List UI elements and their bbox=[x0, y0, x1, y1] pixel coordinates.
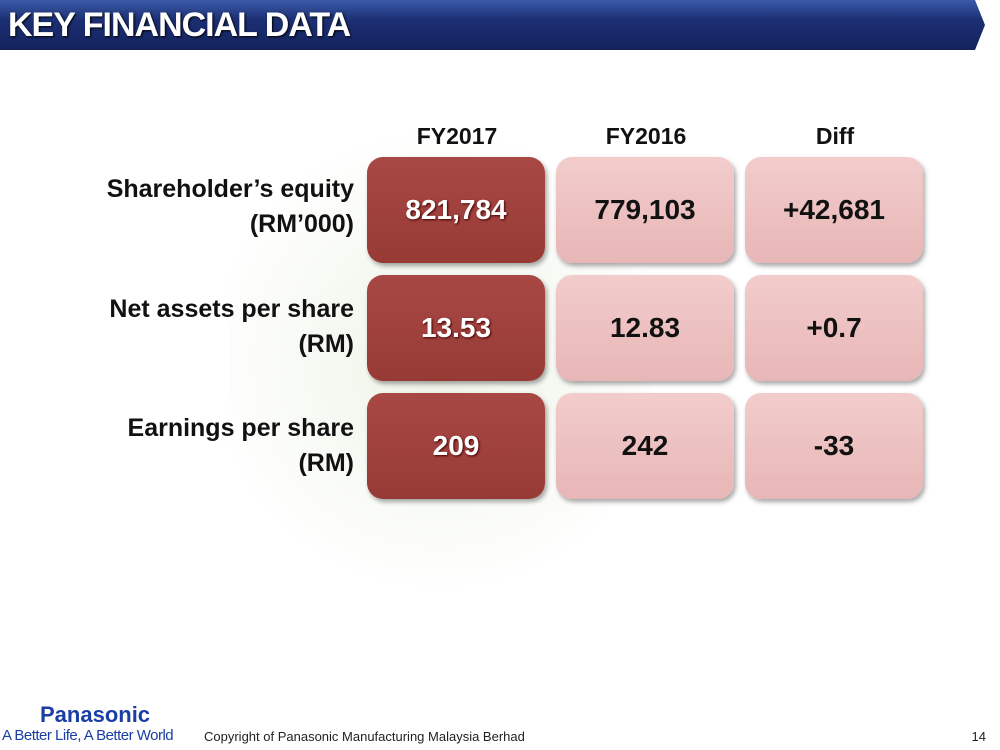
value-cell: 779,103 bbox=[556, 157, 734, 263]
value-cell: 12.83 bbox=[556, 275, 734, 381]
slide-title: KEY FINANCIAL DATA bbox=[8, 6, 351, 44]
value-cell: 13.53 bbox=[367, 275, 545, 381]
value-cell: 209 bbox=[367, 393, 545, 499]
tagline: A Better Life, A Better World bbox=[2, 727, 174, 744]
value-cell: +0.7 bbox=[745, 275, 923, 381]
panasonic-logo: Panasonic bbox=[40, 702, 151, 727]
row-label-equity: Shareholder’s equity (RM’000) bbox=[106, 175, 354, 238]
title-banner: KEY FINANCIAL DATA bbox=[0, 0, 985, 50]
value-cell: +42,681 bbox=[745, 157, 923, 263]
column-header-fy2016: FY2016 bbox=[605, 123, 687, 149]
value-cell: -33 bbox=[745, 393, 923, 499]
value-cell: 821,784 bbox=[367, 157, 545, 263]
column-header-fy2017: FY2017 bbox=[416, 123, 498, 149]
value-cell: 242 bbox=[556, 393, 734, 499]
copyright: Copyright of Panasonic Manufacturing Mal… bbox=[204, 729, 525, 744]
column-header-diff: Diff bbox=[815, 123, 855, 149]
row-label-nav: Net assets per share (RM) bbox=[109, 295, 354, 358]
row-label-eps: Earnings per share (RM) bbox=[127, 414, 354, 477]
page-number: 14 bbox=[971, 729, 986, 744]
